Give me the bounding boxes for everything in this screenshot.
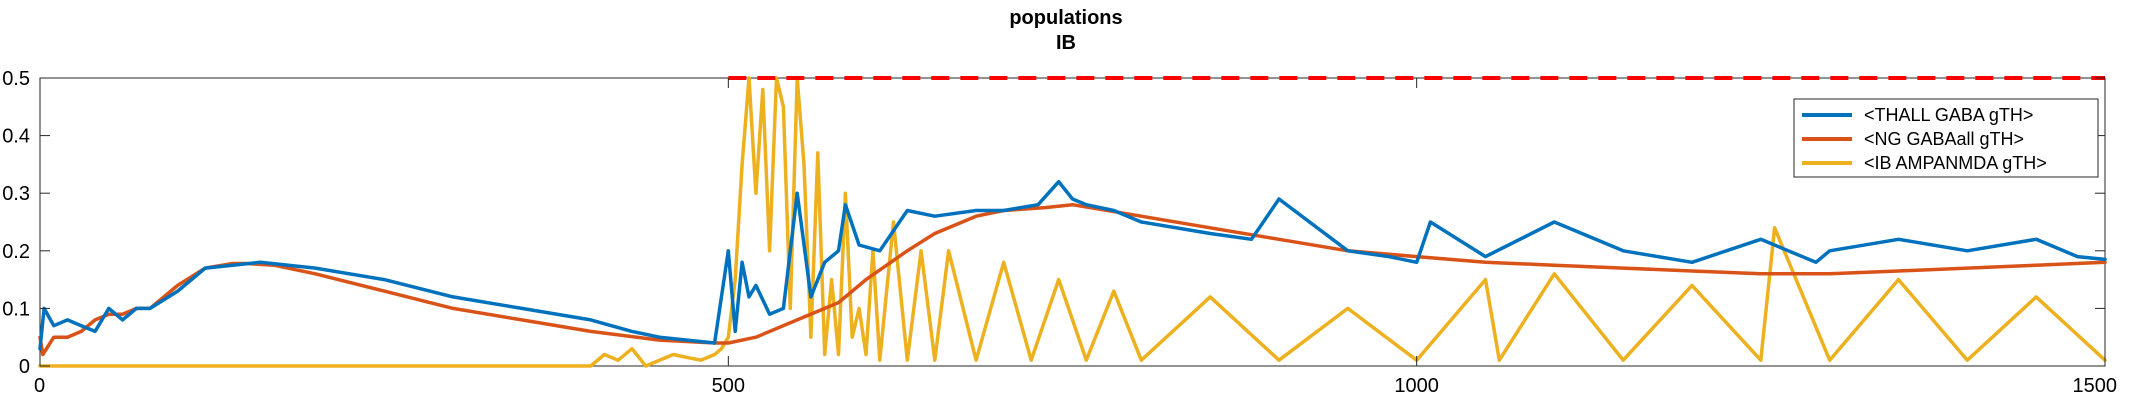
y-tick-label: 0.3 [2, 183, 30, 205]
series-layer [38, 76, 2107, 368]
series-line-0 [38, 179, 2107, 351]
y-tick-label: 0.4 [2, 126, 30, 148]
chart-subtitle: IB [1056, 32, 1076, 54]
x-tick-label: 0 [34, 375, 45, 397]
tick-layer: 0 500 1000 1500 0 0.1 0.2 0.3 0.4 0.5 [2, 68, 2117, 397]
x-tick-label: 500 [712, 375, 745, 397]
x-tick-label: 1500 [2073, 375, 2118, 397]
chart-title: populations [1009, 7, 1122, 29]
series-line-2 [38, 76, 2107, 368]
y-tick-label: 0.2 [2, 241, 30, 263]
y-tick-label: 0.5 [2, 68, 30, 90]
y-tick-label: 0 [19, 356, 30, 378]
y-tick-label: 0.1 [2, 298, 30, 320]
legend-label-ib: <IB AMPANMDA gTH> [1864, 153, 2047, 173]
legend: <THALL GABA gTH> <NG GABAall gTH> <IB AM… [1793, 98, 2099, 178]
x-tick-label: 1000 [1394, 375, 1439, 397]
legend-label-thall: <THALL GABA gTH> [1864, 105, 2033, 125]
legend-label-ng: <NG GABAall gTH> [1864, 129, 2024, 149]
plot-area: 0 500 1000 1500 0 0.1 0.2 0.3 0.4 0.5 [2, 68, 2117, 397]
